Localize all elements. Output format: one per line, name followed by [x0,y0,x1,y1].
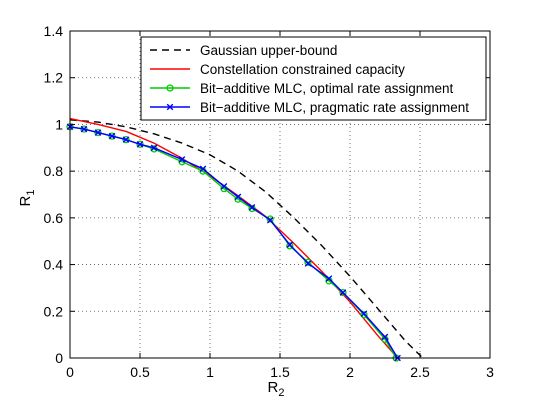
x-tick-label: 2.5 [410,364,430,380]
grid [70,31,490,358]
y-axis-label-main: R [17,195,34,206]
x-axis-label-subscript: 2 [278,387,284,399]
series-group [66,117,424,362]
legend: Gaussian upper-bound Constellation constr… [140,36,487,121]
data-point [381,333,389,341]
x-axis-label: R2 [268,379,285,399]
legend-entry: Bit−additive MLC, optimal rate assignmen… [150,81,453,96]
x-tick-label: 2 [346,364,354,380]
data-point [108,132,116,140]
data-point [339,289,347,296]
y-tick-label: 0.8 [44,163,64,179]
series-3 [66,123,401,362]
x-axis-label-main: R [268,379,279,396]
y-tick-label: 0.2 [44,303,64,319]
legend-label: Gaussian upper-bound [200,43,337,58]
data-point [266,215,274,223]
data-point [122,136,130,143]
x-tick-label: 0 [66,364,74,380]
legend-marker [166,103,174,111]
y-tick-label: 0.6 [44,210,64,226]
data-point [286,241,294,249]
data-point [108,132,116,140]
series-0 [69,119,424,359]
data-point [325,275,333,282]
data-point [248,204,256,211]
data-point [178,156,186,163]
x-tick-label: 1 [206,364,214,380]
legend-label: Bit−additive MLC, optimal rate assignmen… [200,81,453,96]
data-point [220,183,228,190]
x-tick-label: 3 [486,364,494,380]
series-line [69,119,424,359]
data-point [136,140,144,148]
data-point [248,204,256,213]
data-point [150,144,158,152]
data-point [199,165,207,173]
legend-marker [166,84,174,92]
y-tick-label: 0 [55,350,63,366]
data-point [304,258,312,266]
ticks: 0 0.5 1 1.5 2 2.5 3 0 0.2 0.4 0.6 0.8 1 1.2 1.4 [44,23,495,380]
legend-label: Constellation constrained capacity [200,62,405,77]
legend-entry: Constellation constrained capacity [150,62,405,77]
data-point [304,260,312,267]
y-tick-label: 1.4 [44,23,64,39]
data-point [360,310,368,317]
data-point [122,135,130,144]
data-point [136,140,144,148]
legend-entry: Gaussian upper-bound [150,43,337,58]
x-tick-label: 1.5 [270,364,290,380]
data-point [94,129,102,136]
data-point [94,128,102,137]
y-tick-label: 1.2 [44,70,64,86]
data-point [286,242,294,250]
data-point [266,216,274,224]
data-point [339,288,347,297]
data-point [80,125,88,133]
y-axis-label-subscript: 1 [25,190,37,196]
data-point [360,311,368,319]
y-tick-label: 0.4 [44,257,64,273]
y-tick-label: 1 [55,116,63,132]
x-tick-label: 0.5 [130,364,150,380]
legend-entry: Bit−additive MLC, pragmatic rate assignm… [150,100,469,115]
y-axis-label: R1 [17,190,37,207]
legend-box [140,36,487,121]
legend-label: Bit−additive MLC, pragmatic rate assignm… [200,100,469,115]
data-point [234,193,242,201]
